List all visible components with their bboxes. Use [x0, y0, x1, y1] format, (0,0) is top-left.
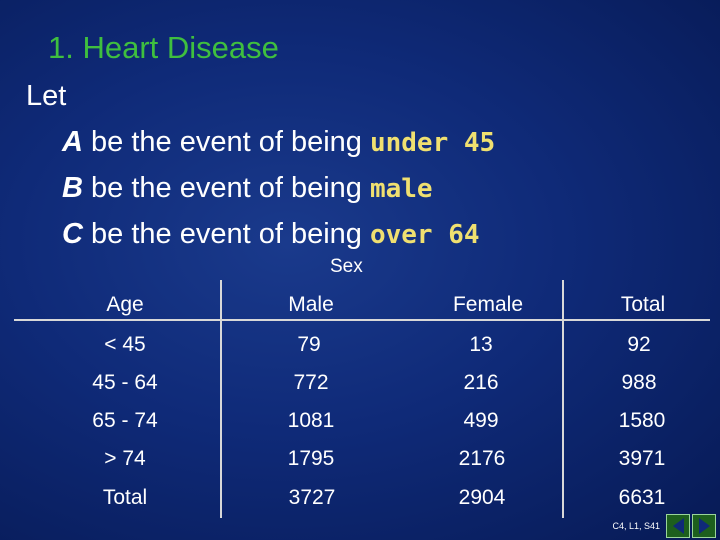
male-cell: 772 — [293, 371, 329, 394]
event-text: be the event of being — [82, 172, 370, 204]
previous-slide-button[interactable] — [666, 514, 690, 538]
event-highlight: under 45 — [369, 128, 496, 158]
age-cell: < 45 — [104, 333, 146, 356]
age-cell: > 74 — [104, 447, 146, 470]
total-cell: 1580 — [618, 409, 666, 432]
header-male: Male — [288, 293, 334, 316]
next-slide-button[interactable] — [692, 514, 716, 538]
column-divider — [220, 280, 222, 518]
male-cell: 1081 — [287, 409, 335, 432]
event-b-line: B be the event of being male — [62, 172, 433, 205]
female-cell: 2176 — [458, 447, 506, 470]
event-letter: C — [62, 218, 83, 250]
header-age: Age — [106, 293, 144, 316]
age-cell: 65 - 74 — [92, 409, 158, 432]
female-cell: 2904 — [458, 486, 506, 509]
slide-number-label: C4, L1, S41 — [612, 521, 660, 531]
female-cell: 13 — [469, 333, 493, 356]
sex-group-header: Sex — [330, 256, 363, 277]
male-cell: 3727 — [288, 486, 336, 509]
column-divider — [562, 280, 564, 518]
total-cell: 3971 — [618, 447, 666, 470]
event-letter: A — [62, 126, 83, 158]
triangle-left-icon — [672, 518, 684, 534]
event-text: be the event of being — [82, 218, 370, 250]
event-highlight: over 64 — [369, 220, 480, 250]
total-cell: 988 — [621, 371, 657, 394]
let-label: Let — [26, 80, 67, 112]
header-divider — [14, 319, 710, 321]
age-cell: Total — [102, 486, 148, 509]
slide-title: 1. Heart Disease — [48, 30, 279, 65]
male-cell: 79 — [297, 333, 321, 356]
event-letter: B — [62, 172, 83, 204]
event-a-line: A be the event of being under 45 — [62, 126, 495, 159]
female-cell: 499 — [463, 409, 499, 432]
event-text: be the event of being — [82, 126, 370, 158]
event-highlight: male — [369, 174, 433, 204]
event-c-line: C be the event of being over 64 — [62, 218, 480, 251]
triangle-right-icon — [698, 518, 710, 534]
total-cell: 6631 — [618, 486, 666, 509]
male-cell: 1795 — [287, 447, 335, 470]
header-total: Total — [620, 293, 666, 316]
contingency-table: Age Male Female Total < 45 79 13 92 45 -… — [14, 280, 710, 518]
header-female: Female — [452, 293, 524, 316]
age-cell: 45 - 64 — [92, 371, 158, 394]
total-cell: 92 — [627, 333, 651, 356]
female-cell: 216 — [463, 371, 499, 394]
slide-navigation: C4, L1, S41 — [612, 514, 716, 538]
